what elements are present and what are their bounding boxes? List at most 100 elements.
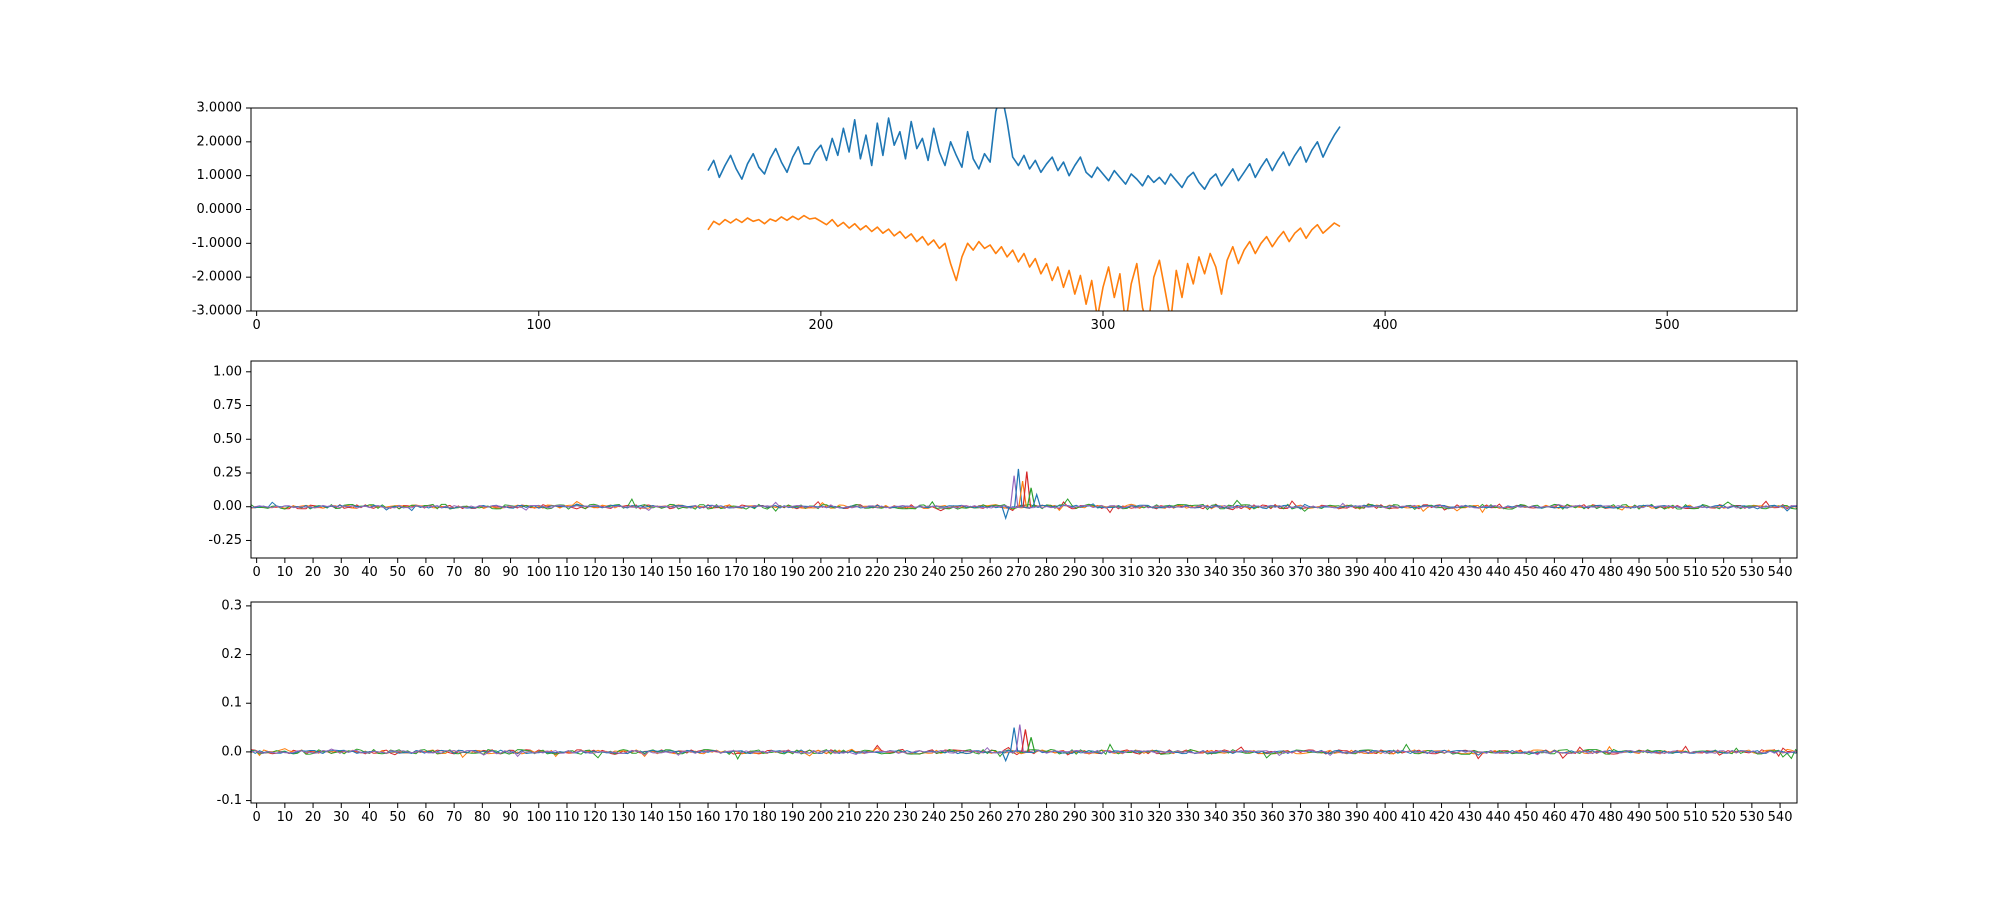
x-tick-label: 100 [526,318,551,333]
x-tick-label: 190 [780,565,805,580]
x-tick-label: 390 [1344,810,1369,825]
signal-upper-blue [707,108,1341,190]
x-tick-label: 100 [526,810,551,825]
x-tick-label: 400 [1373,565,1398,580]
x-tick-label: 330 [1175,565,1200,580]
x-tick-label: 390 [1344,565,1369,580]
spike-marker [1009,475,1019,507]
x-tick-label: 370 [1288,565,1313,580]
y-tick-label: 0.1 [221,696,242,711]
x-tick-label: 320 [1147,565,1172,580]
x-tick-label: 70 [446,565,463,580]
x-tick-label: 300 [1091,810,1116,825]
spike-marker [1009,727,1019,752]
y-tick-label: -2.0000 [192,270,242,285]
x-tick-label: 150 [667,565,692,580]
x-tick-label: 520 [1711,810,1736,825]
x-tick-label: 200 [808,565,833,580]
y-tick-label: 1.0000 [197,168,243,183]
x-tick-label: 380 [1316,810,1341,825]
x-tick-label: 20 [305,565,322,580]
spike-marker [1015,724,1024,752]
x-tick-label: 420 [1429,810,1454,825]
x-tick-label: 260 [978,810,1003,825]
y-tick-label: 1.00 [213,364,242,379]
x-tick-label: 280 [1034,565,1059,580]
x-tick-label: 20 [305,810,322,825]
x-tick-label: 410 [1401,565,1426,580]
x-tick-label: 230 [893,565,918,580]
x-tick-label: 440 [1486,565,1511,580]
x-tick-label: 70 [446,810,463,825]
x-tick-label: 110 [555,565,580,580]
subplot-2: 0 10 20 30 40 50 60 70 80 90 100 110 120 130 140 150 160… [208,360,1798,580]
x-tick-label: 270 [1006,810,1031,825]
x-tick-label: 420 [1429,565,1454,580]
y-tick-label: 2.0000 [197,134,243,149]
y-tick-label: -0.25 [208,533,242,548]
x-tick-label: 170 [724,565,749,580]
x-tick-label: 460 [1542,565,1567,580]
spike-marker [1026,487,1036,507]
x-tick-label: 10 [277,565,294,580]
x-tick-label: 210 [837,565,862,580]
x-tick-label: 180 [752,810,777,825]
x-tick-label: 10 [277,810,294,825]
x-tick-label: 60 [418,810,435,825]
y-tick-label: 0.00 [213,499,242,514]
x-tick-label: 260 [978,565,1003,580]
x-tick-label: 530 [1739,565,1764,580]
x-tick-label: 130 [611,565,636,580]
x-tick-label: 370 [1288,810,1313,825]
x-tick-label: 280 [1034,810,1059,825]
x-tick-label: 120 [583,565,608,580]
y-tick-label: -3.0000 [192,304,242,319]
subplot-3: 0 10 20 30 40 50 60 70 80 90 100 110 120 130 140 150 160… [217,598,1798,825]
x-tick-label: 530 [1739,810,1764,825]
x-tick-label: 510 [1683,810,1708,825]
x-tick-label: 290 [1062,565,1087,580]
x-tick-label: 140 [639,810,664,825]
x-tick-label: 50 [389,565,406,580]
x-tick-label: 430 [1457,810,1482,825]
x-tick-label: 310 [1119,810,1144,825]
y-tick-label: 0.2 [221,647,242,662]
y-tick-label: 3.0000 [197,101,243,116]
x-tick-label: 470 [1570,565,1595,580]
x-tick-label: 500 [1655,318,1680,333]
x-tick-label: 220 [865,565,890,580]
x-tick-label: 400 [1373,810,1398,825]
x-tick-label: 240 [921,565,946,580]
signal-lower-orange [707,214,1341,311]
x-tick-label: 320 [1147,810,1172,825]
x-tick-label: 130 [611,810,636,825]
x-tick-label: 140 [639,565,664,580]
x-tick-label: 490 [1627,810,1652,825]
x-tick-label: 270 [1006,565,1031,580]
plot-area [707,108,1341,311]
plot-area [251,724,1797,763]
x-tick-label: 180 [752,565,777,580]
x-tick-label: 220 [865,810,890,825]
x-tick-label: 430 [1457,565,1482,580]
x-tick-label: 410 [1401,810,1426,825]
spike-marker [1021,729,1030,752]
x-tick-label: 400 [1373,318,1398,333]
x-tick-label: 300 [1091,565,1116,580]
plot-area [251,468,1797,521]
x-tick-label: 40 [361,565,378,580]
x-tick-label: 50 [389,810,406,825]
x-tick-label: 40 [361,810,378,825]
x-tick-label: 450 [1514,565,1539,580]
x-tick-label: 200 [808,810,833,825]
spike-marker [1026,737,1036,753]
x-tick-label: 90 [502,810,519,825]
x-tick-label: 360 [1260,565,1285,580]
x-tick-label: 230 [893,810,918,825]
y-tick-label: 0.0 [221,744,242,759]
x-tick-label: 160 [696,565,721,580]
x-tick-label: 510 [1683,565,1708,580]
y-tick-label: 0.3 [221,598,242,613]
x-tick-label: 80 [474,565,491,580]
